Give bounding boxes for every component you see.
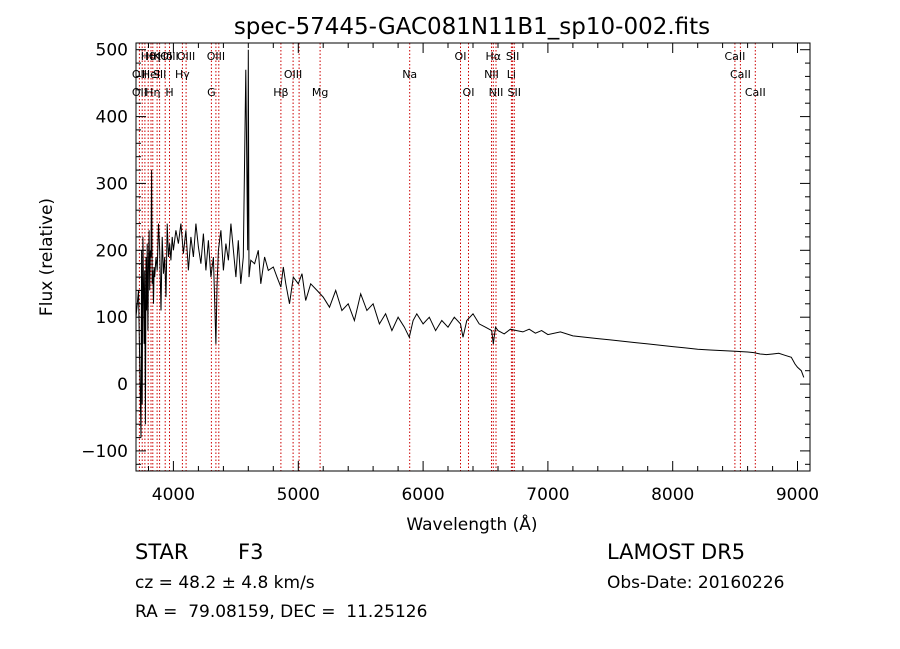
line-label-row2-6: NII xyxy=(484,68,499,81)
y-tick-label--100: −100 xyxy=(81,442,128,462)
line-label-row1-7: OI xyxy=(455,50,467,63)
y-tick-label-200: 200 xyxy=(96,241,128,261)
line-label-row1-4: OIII xyxy=(160,50,178,63)
line-label-row1-9: SII xyxy=(506,50,519,63)
x-tick-label-7000: 7000 xyxy=(526,485,569,505)
line-label-row3-1: Hη xyxy=(145,86,160,99)
x-tick-label-9000: 9000 xyxy=(776,485,819,505)
y-tick-label-500: 500 xyxy=(96,41,128,61)
spectral-line-markers xyxy=(138,43,756,471)
survey-name: LAMOST DR5 xyxy=(607,540,746,564)
y-tick-label-100: 100 xyxy=(96,308,128,328)
coordinates: RA = 79.08159, DEC = 11.25126 xyxy=(135,602,428,622)
chart-title: spec-57445-GAC081N11B1_sp10-002.fits xyxy=(234,14,710,40)
line-label-row3-6: OI xyxy=(463,86,475,99)
line-label-row1-8: Hα xyxy=(486,50,502,63)
line-label-row1-0: Hθ xyxy=(141,50,156,63)
line-label-row1-6: OIII xyxy=(207,50,225,63)
redshift-readout: cz = 48.2 ± 4.8 km/s xyxy=(135,573,315,593)
y-tick-label-0: 0 xyxy=(117,375,128,395)
line-label-row2-8: CaII xyxy=(730,68,751,81)
y-tick-label-300: 300 xyxy=(96,174,128,194)
y-axis-ticks: −100 0 100 200 300 400 500 xyxy=(81,41,810,465)
line-label-row3-2: H xyxy=(165,86,173,99)
line-label-row2-1: HeI xyxy=(142,68,160,81)
line-label-row3-3: G xyxy=(207,86,216,99)
line-label-row3-8: SII xyxy=(508,86,521,99)
obs-date: Obs-Date: 20160226 xyxy=(607,573,785,593)
x-tick-label-4000: 4000 xyxy=(152,485,195,505)
line-label-row1-10: CaII xyxy=(724,50,745,63)
line-label-row3-7: NII xyxy=(489,86,504,99)
line-label-row1-2: K xyxy=(153,50,161,63)
x-axis-ticks: 4000 5000 6000 7000 8000 9000 xyxy=(148,43,819,505)
x-tick-label-6000: 6000 xyxy=(401,485,444,505)
line-label-row2-7: Li xyxy=(507,68,516,81)
object-class: STAR xyxy=(135,540,189,564)
line-label-row1-3: Hδ xyxy=(158,50,173,63)
line-label-row2-3: Hγ xyxy=(175,68,190,81)
line-label-row3-4: Hβ xyxy=(273,86,288,99)
line-label-row1-5: OIII xyxy=(177,50,195,63)
spectrum-series-line xyxy=(135,49,805,438)
x-tick-label-5000: 5000 xyxy=(277,485,320,505)
line-label-row2-4: OIII xyxy=(284,68,302,81)
y-tick-label-400: 400 xyxy=(96,108,128,128)
object-subclass: F3 xyxy=(238,540,264,564)
x-tick-label-8000: 8000 xyxy=(651,485,694,505)
line-label-row2-5: Na xyxy=(402,68,417,81)
line-label-row2-2: SII xyxy=(153,68,166,81)
line-label-row3-5: Mg xyxy=(312,86,328,99)
line-label-row3-9: CaII xyxy=(745,86,766,99)
x-axis-label: Wavelength (Å) xyxy=(406,513,537,535)
y-axis-label: Flux (relative) xyxy=(37,198,57,316)
line-label-row1-1: Hη xyxy=(145,50,160,63)
